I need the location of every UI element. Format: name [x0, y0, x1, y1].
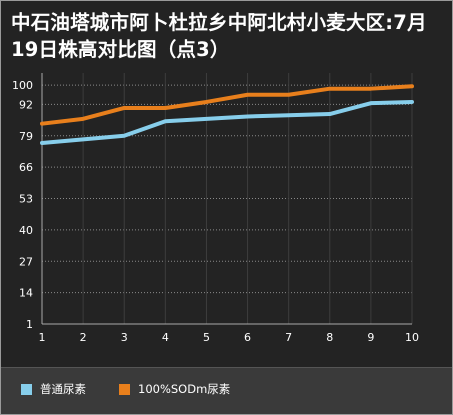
line-chart: 1 14 27 40 53 66 79 92 100 1 2 3 4 5 6 7 8 9 10 [12, 73, 419, 344]
legend: 普通尿素 100%SODm尿素 [1, 367, 452, 414]
x-tick-label: 6 [244, 331, 251, 344]
series-line-2 [40, 84, 414, 126]
y-tick-label: 14 [19, 287, 33, 300]
x-tick-label: 7 [285, 331, 292, 344]
y-tick-label: 79 [19, 130, 33, 143]
plot-area [42, 73, 412, 324]
x-tick-label: 5 [203, 331, 210, 344]
y-tick-label: 27 [19, 255, 33, 268]
y-tick-label: 40 [19, 224, 33, 237]
legend-swatch [119, 383, 130, 395]
y-tick-label: 53 [19, 193, 33, 206]
y-tick-label: 92 [19, 98, 33, 111]
legend-item-2: 100%SODm尿素 [119, 381, 230, 397]
x-tick-label: 10 [405, 331, 419, 344]
legend-item-1: 普通尿素 [21, 381, 86, 397]
legend-label: 普通尿素 [40, 382, 86, 396]
x-tick-label: 2 [80, 331, 87, 344]
x-tick-label: 3 [121, 331, 128, 344]
x-tick-label: 8 [326, 331, 333, 344]
y-tick-label: 66 [19, 161, 33, 174]
series-line-1 [40, 99, 414, 145]
x-tick-label: 4 [162, 331, 169, 344]
y-tick-label: 100 [12, 79, 33, 92]
x-tick-label: 1 [39, 331, 46, 344]
legend-label: 100%SODm尿素 [138, 382, 231, 396]
chart-title: 中石油塔城市阿卜杜拉乡中阿北村小麦大区:7月19日株高对比图（点3） [11, 11, 427, 61]
legend-swatch [21, 383, 32, 395]
y-tick-label: 1 [26, 318, 33, 331]
x-tick-label: 9 [367, 331, 374, 344]
